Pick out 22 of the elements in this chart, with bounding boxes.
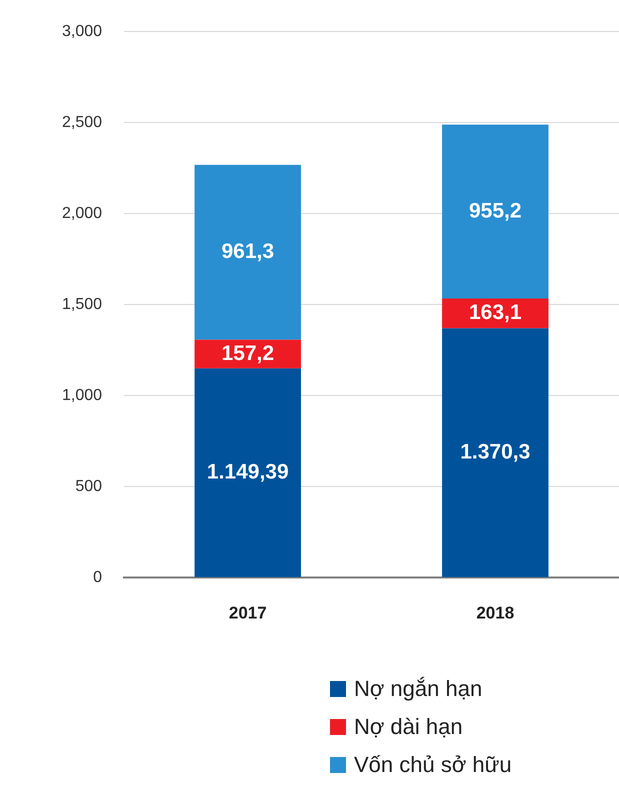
data-label: 1.370,3: [460, 440, 530, 464]
y-tick-label: 0: [93, 569, 102, 586]
data-label: 157,2: [222, 342, 274, 365]
y-tick-label: 2,000: [62, 205, 102, 222]
y-tick-label: 3,000: [62, 23, 102, 40]
x-tick-label: 2018: [476, 603, 514, 622]
legend-label: Nợ ngắn hạn: [354, 676, 482, 702]
y-tick-label: 1,000: [62, 387, 102, 404]
bar: [194, 368, 301, 578]
x-tick-label: 2017: [228, 603, 267, 622]
legend-label: Nợ dài hạn: [354, 714, 463, 740]
data-label: 955,2: [468, 199, 522, 222]
y-tick-label: 1,500: [62, 296, 102, 314]
y-tick-label: 2,500: [62, 114, 102, 132]
data-label: 1.149,39: [206, 460, 289, 484]
bar: [194, 164, 301, 340]
bar: [442, 124, 548, 299]
legend-label: Vốn chủ sở hữu: [354, 752, 512, 778]
y-tick-label: 500: [75, 478, 102, 496]
data-label: 163,1: [468, 301, 522, 324]
bar: [442, 328, 548, 578]
data-label: 961,3: [222, 240, 274, 264]
